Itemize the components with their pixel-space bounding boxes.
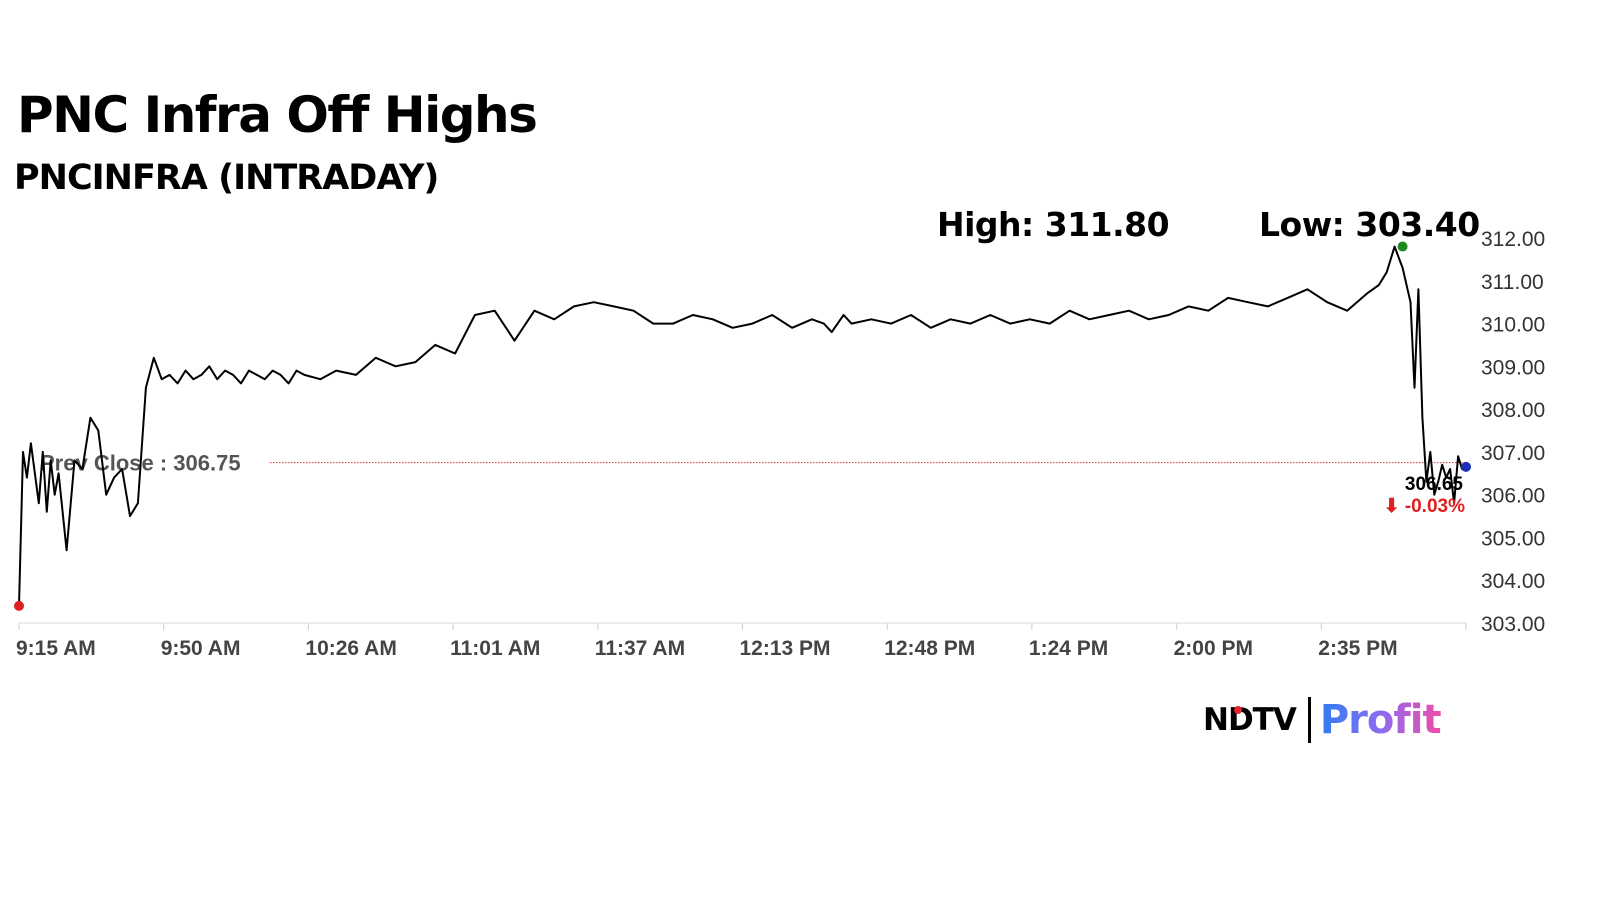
- logo-divider: [1307, 697, 1311, 743]
- x-tick-label: 12:13 PM: [740, 637, 831, 660]
- x-tick-label: 11:37 AM: [595, 637, 685, 660]
- y-tick-label: 304.00: [1481, 570, 1545, 593]
- price-series-line: [18, 245, 1467, 606]
- x-tick-label: 9:15 AM: [16, 637, 96, 660]
- last-price-label: 306.65: [1405, 474, 1464, 495]
- x-axis: 9:15 AM 9:50 AM 10:26 AM 11:01 AM 11:37 AM 12…: [16, 622, 1467, 660]
- change-percent-label: ⬇ -0.03%: [1384, 496, 1466, 517]
- marker-layer: 306.65⬇ -0.03%: [14, 241, 1471, 611]
- x-tick-label: 11:01 AM: [450, 637, 540, 660]
- chart-title: PNC Infra Off Highs: [17, 86, 538, 144]
- last-price-marker: [1461, 461, 1471, 472]
- logo-red-dot: [1234, 706, 1242, 714]
- y-axis: 312.00 311.00 310.00 309.00 308.00 307.00 306.…: [1481, 228, 1545, 636]
- series-layer: [18, 245, 1467, 606]
- y-tick-label: 309.00: [1481, 356, 1545, 379]
- high-point-marker: [1397, 241, 1408, 252]
- chart-subtitle: PNCINFRA (INTRADAY): [14, 158, 439, 198]
- y-tick-label: 303.00: [1481, 613, 1545, 636]
- high-label: High: 311.80: [937, 205, 1170, 244]
- y-tick-label: 305.00: [1481, 527, 1545, 550]
- x-tick-label: 2:00 PM: [1174, 637, 1253, 660]
- x-tick-label: 12:48 PM: [884, 637, 975, 660]
- y-tick-label: 312.00: [1481, 228, 1545, 251]
- y-tick-label: 310.00: [1481, 314, 1545, 337]
- x-tick-label: 10:26 AM: [305, 637, 396, 660]
- y-tick-label: 306.00: [1481, 485, 1545, 508]
- low-label: Low: 303.40: [1259, 205, 1480, 244]
- low-point-marker: [14, 600, 24, 611]
- x-tick-label: 9:50 AM: [161, 637, 241, 660]
- y-tick-label: 307.00: [1481, 442, 1545, 465]
- reference-layer: Prev Close : 306.75: [36, 445, 1466, 476]
- x-tick-label: 2:35 PM: [1318, 637, 1397, 660]
- ndtv-profit-logo: NDTV Profit: [1203, 694, 1442, 746]
- ndtv-wordmark: NDTV: [1203, 702, 1297, 738]
- x-tick-label: 1:24 PM: [1029, 637, 1108, 660]
- y-tick-label: 308.00: [1481, 399, 1545, 422]
- profit-wordmark: Profit: [1319, 697, 1442, 743]
- y-tick-label: 311.00: [1481, 271, 1544, 294]
